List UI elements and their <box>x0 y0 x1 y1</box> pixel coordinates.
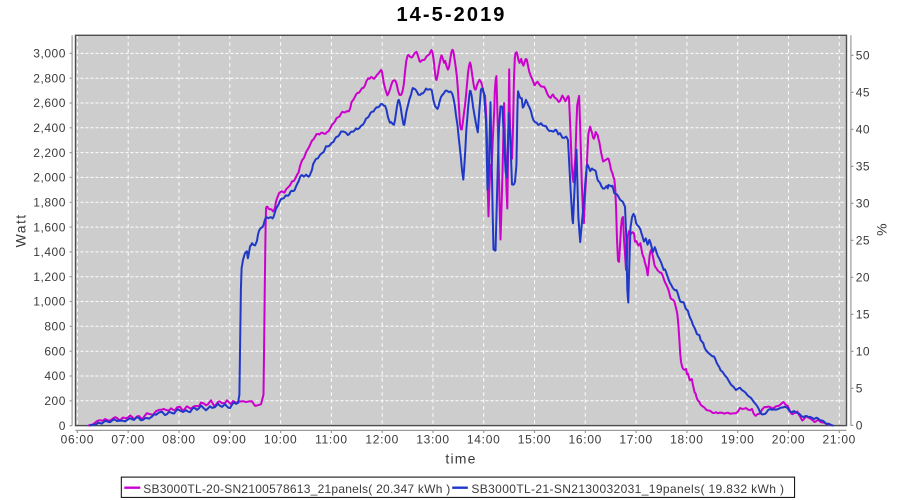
svg-text:15:00: 15:00 <box>518 433 552 447</box>
svg-text:2,200: 2,200 <box>33 146 66 160</box>
svg-text:16:00: 16:00 <box>569 433 603 447</box>
svg-text:18:00: 18:00 <box>670 433 704 447</box>
svg-text:2,400: 2,400 <box>33 121 66 135</box>
svg-text:50: 50 <box>856 49 870 63</box>
svg-text:45: 45 <box>856 86 870 100</box>
svg-text:15: 15 <box>856 308 870 322</box>
svg-text:1,800: 1,800 <box>33 196 66 210</box>
svg-text:2,800: 2,800 <box>33 71 66 85</box>
svg-text:1,200: 1,200 <box>33 270 66 284</box>
svg-text:35: 35 <box>856 160 870 174</box>
svg-text:200: 200 <box>44 394 66 408</box>
svg-text:40: 40 <box>856 123 870 137</box>
svg-text:14-5-2019: 14-5-2019 <box>396 4 506 26</box>
svg-text:11:00: 11:00 <box>315 433 348 447</box>
svg-text:14:00: 14:00 <box>467 433 501 447</box>
svg-text:600: 600 <box>44 344 66 358</box>
svg-text:SB3000TL-21-SN2130032031_19pan: SB3000TL-21-SN2130032031_19panels( 19.83… <box>471 482 784 496</box>
svg-text:2,000: 2,000 <box>33 171 66 185</box>
svg-text:07:00: 07:00 <box>111 433 145 447</box>
svg-text:25: 25 <box>856 234 870 248</box>
svg-text:800: 800 <box>44 320 66 334</box>
svg-text:5: 5 <box>856 382 863 396</box>
svg-text:19:00: 19:00 <box>721 433 755 447</box>
svg-text:0: 0 <box>59 419 66 433</box>
svg-text:400: 400 <box>44 369 66 383</box>
svg-text:21:00: 21:00 <box>823 433 857 447</box>
svg-text:09:00: 09:00 <box>213 433 247 447</box>
svg-text:10: 10 <box>856 345 870 359</box>
svg-text:20: 20 <box>856 271 870 285</box>
svg-text:SB3000TL-20-SN2100578613_21pan: SB3000TL-20-SN2100578613_21panels( 20.34… <box>143 482 450 496</box>
svg-text:10:00: 10:00 <box>264 433 298 447</box>
svg-text:30: 30 <box>856 197 870 211</box>
svg-text:17:00: 17:00 <box>619 433 653 447</box>
svg-text:1,600: 1,600 <box>33 220 66 234</box>
svg-text:%: % <box>873 223 889 235</box>
svg-text:1,400: 1,400 <box>33 245 66 259</box>
svg-text:0: 0 <box>856 419 863 433</box>
svg-text:time: time <box>445 451 476 467</box>
svg-text:08:00: 08:00 <box>162 433 196 447</box>
svg-text:20:00: 20:00 <box>772 433 806 447</box>
svg-text:2,600: 2,600 <box>33 96 66 110</box>
svg-text:13:00: 13:00 <box>416 433 450 447</box>
svg-text:3,000: 3,000 <box>33 47 66 61</box>
svg-text:12:00: 12:00 <box>365 433 399 447</box>
svg-text:06:00: 06:00 <box>61 433 95 447</box>
svg-text:Watt: Watt <box>13 213 29 247</box>
svg-text:1,000: 1,000 <box>33 295 66 309</box>
